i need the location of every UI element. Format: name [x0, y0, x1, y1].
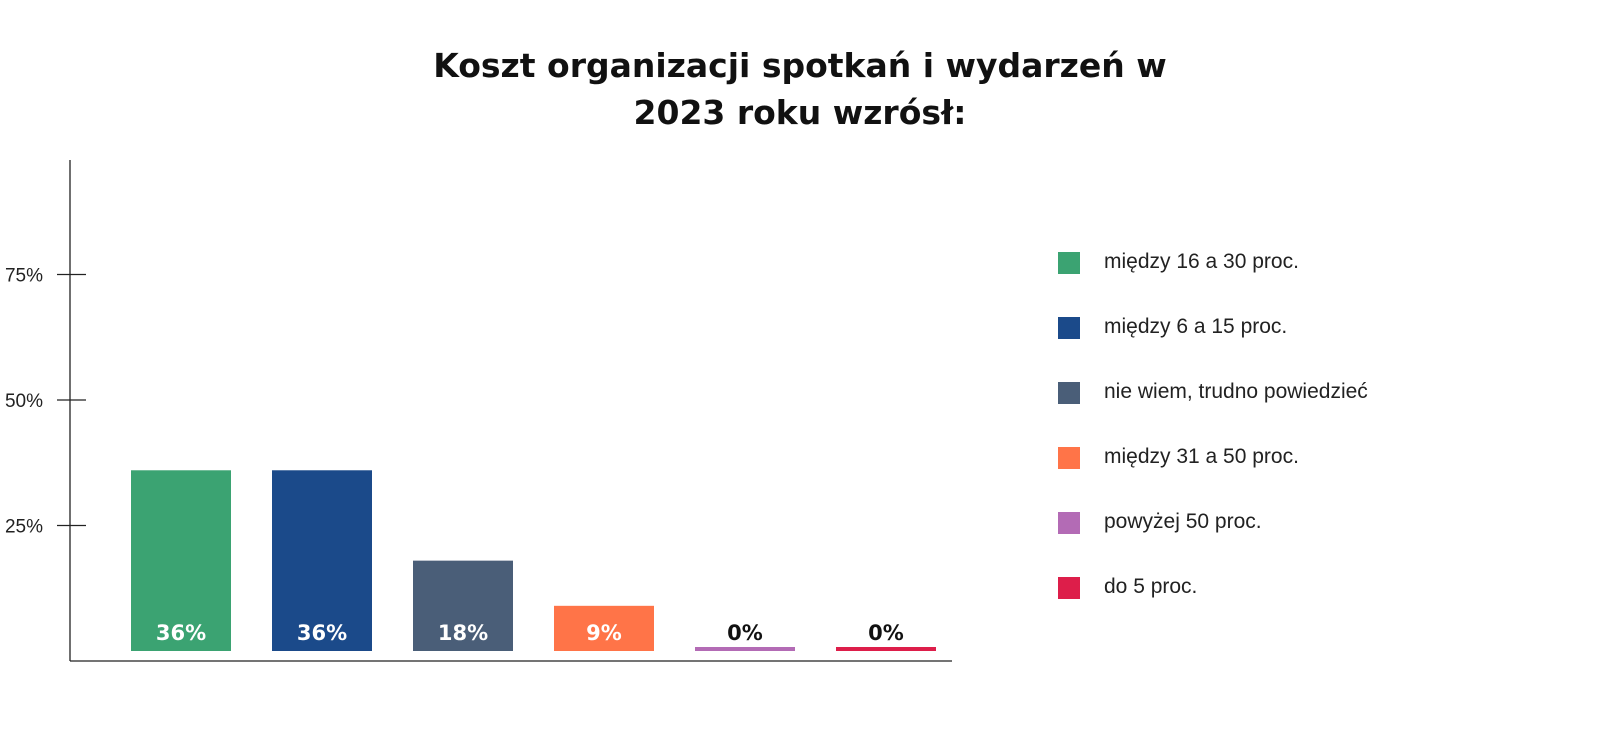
bar [554, 605, 654, 651]
legend-label: między 16 a 30 proc. [1104, 250, 1299, 273]
legend-label: między 6 a 15 proc. [1104, 315, 1288, 338]
legend-swatch [1058, 252, 1080, 274]
chart-data-labels: 36% 36% 18% 9% 0% 0% [156, 621, 904, 645]
bar [131, 470, 231, 651]
legend-swatch [1058, 447, 1080, 469]
legend-swatch [1058, 317, 1080, 339]
chart-bars [131, 470, 936, 651]
bar [836, 647, 936, 651]
legend-label: powyżej 50 proc. [1104, 510, 1262, 533]
data-label: 0% [868, 621, 904, 645]
legend-label: między 31 a 50 proc. [1104, 445, 1299, 468]
bar [272, 470, 372, 651]
y-tick-label: 50% [5, 391, 43, 412]
chart-title: Koszt organizacji spotkań i wydarzeń w 2… [0, 42, 1600, 136]
bar [695, 647, 795, 651]
legend-label: nie wiem, trudno powiedzieć [1104, 380, 1368, 403]
data-label: 9% [586, 621, 622, 645]
data-label: 36% [297, 621, 347, 645]
data-label: 36% [156, 621, 206, 645]
legend-label: do 5 proc. [1104, 575, 1198, 598]
legend-swatch [1058, 382, 1080, 404]
y-tick-label: 75% [5, 266, 43, 287]
data-label: 0% [727, 621, 763, 645]
legend-swatch [1058, 577, 1080, 599]
chart-title-line-1: Koszt organizacji spotkań i wydarzeń w [433, 46, 1167, 85]
y-tick-label: 25% [5, 517, 43, 538]
data-label: 18% [438, 621, 488, 645]
bar [413, 560, 513, 651]
legend-swatch [1058, 512, 1080, 534]
chart-axes: 25% 50% 75% [5, 160, 952, 662]
chart-title-line-2: 2023 roku wzrósł: [633, 93, 967, 132]
